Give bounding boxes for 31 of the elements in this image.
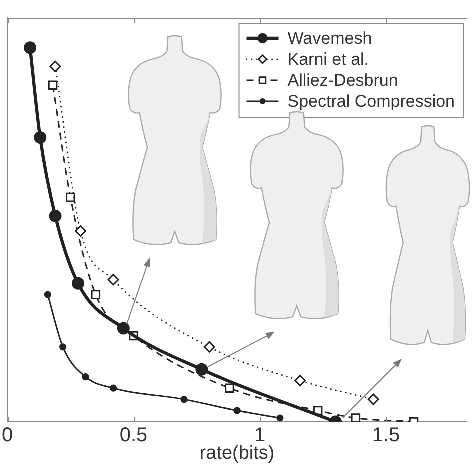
legend-label: Alliez-Desbrun (288, 71, 398, 90)
point (204, 341, 216, 353)
point (276, 414, 284, 422)
legend-label: Karni et al. (288, 50, 370, 70)
x-tick-label: 0 (2, 424, 14, 447)
point (351, 414, 361, 422)
point (196, 363, 208, 376)
point (34, 131, 47, 144)
point (294, 375, 306, 387)
point (44, 291, 52, 298)
point (82, 374, 90, 381)
point (234, 407, 241, 414)
point (66, 192, 76, 202)
point (180, 396, 188, 404)
point (72, 277, 84, 290)
point (368, 394, 380, 406)
point (48, 80, 58, 90)
point (117, 322, 130, 335)
x-tick-label: 1.5 (372, 424, 400, 447)
point (225, 384, 234, 393)
point (75, 225, 87, 237)
point (60, 344, 67, 351)
point (24, 42, 37, 54)
legend-label: Wavemesh (288, 29, 372, 48)
point (50, 60, 62, 72)
point (108, 274, 120, 286)
x-tick-label: 0.5 (120, 424, 148, 447)
legend-label: Spectral Compression (288, 92, 456, 112)
point (110, 384, 118, 392)
point (91, 290, 101, 300)
point (49, 210, 62, 223)
